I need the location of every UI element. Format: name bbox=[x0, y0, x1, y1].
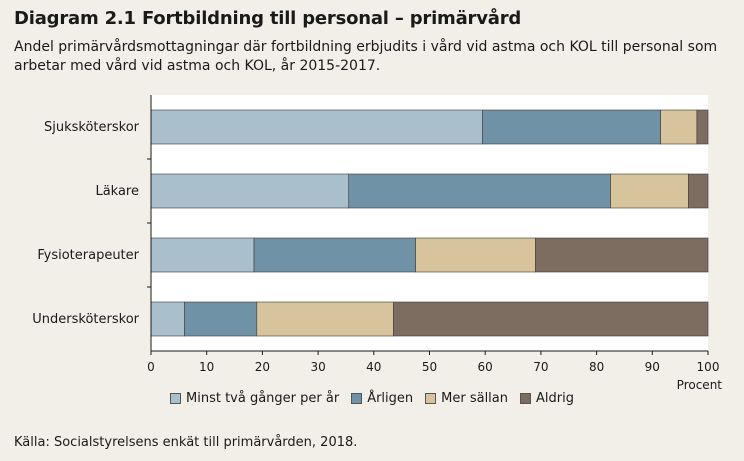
bar-1-2 bbox=[482, 109, 661, 145]
legend-item: Årligen bbox=[351, 391, 413, 406]
legend-swatch bbox=[425, 393, 437, 404]
bar-3-4 bbox=[535, 237, 709, 273]
legend-label: Aldrig bbox=[536, 391, 574, 406]
category-label: Undersköterskor bbox=[32, 312, 139, 327]
x-tick-label: 10 bbox=[199, 360, 214, 374]
bar-2-2 bbox=[348, 173, 611, 209]
bar-1-1 bbox=[150, 109, 483, 145]
bar-2-4 bbox=[688, 173, 709, 209]
legend-label: Årligen bbox=[367, 391, 414, 406]
bar-1-4 bbox=[696, 109, 709, 145]
x-tick-label: 20 bbox=[255, 360, 270, 374]
category-label: Fysioterapeuter bbox=[37, 248, 139, 263]
source-note: Källa: Socialstyrelsens enkät till primä… bbox=[14, 435, 358, 450]
bar-3-3 bbox=[415, 237, 536, 273]
bar-4-2 bbox=[184, 301, 258, 337]
legend-swatch bbox=[351, 393, 363, 404]
x-tick-label: 80 bbox=[589, 360, 604, 374]
legend-item: Aldrig bbox=[520, 391, 574, 406]
x-tick-label: 30 bbox=[310, 360, 325, 374]
bar-3-1 bbox=[150, 237, 255, 273]
category-label: Läkare bbox=[95, 184, 139, 199]
x-tick-label: 100 bbox=[697, 360, 720, 374]
x-axis-label: Procent bbox=[677, 378, 723, 390]
bar-2-3 bbox=[610, 173, 689, 209]
bar-4-1 bbox=[150, 301, 185, 337]
bar-3-2 bbox=[253, 237, 416, 273]
bar-4-4 bbox=[392, 301, 709, 337]
bar-1-3 bbox=[660, 109, 698, 145]
legend-label: Minst två gånger per år bbox=[186, 391, 340, 406]
x-tick-label: 60 bbox=[478, 360, 493, 374]
x-tick-label: 50 bbox=[422, 360, 437, 374]
category-label: Sjuksköterskor bbox=[44, 120, 140, 135]
x-tick-label: 90 bbox=[645, 360, 660, 374]
chart-title: Diagram 2.1 Fortbildning till personal –… bbox=[14, 8, 522, 29]
x-tick-label: 0 bbox=[147, 360, 155, 374]
bar-4-3 bbox=[256, 301, 394, 337]
legend-item: Minst två gånger per år bbox=[170, 391, 339, 406]
legend-swatch bbox=[170, 393, 181, 404]
x-tick-label: 70 bbox=[533, 360, 548, 374]
chart-subtitle: Andel primärvårdsmottagningar där fortbi… bbox=[14, 39, 718, 74]
chart-legend: Minst två gånger per år Årligen Mer sällan… bbox=[0, 391, 744, 406]
bar-2-1 bbox=[150, 173, 350, 209]
x-tick-label: 40 bbox=[366, 360, 381, 374]
legend-item: Mer sällan bbox=[425, 391, 508, 406]
legend-label: Mer sällan bbox=[441, 391, 509, 406]
bar-chart: Sjuksköterskor Läkare Fysioterapeuter Under… bbox=[32, 95, 723, 390]
legend-swatch bbox=[520, 393, 532, 404]
